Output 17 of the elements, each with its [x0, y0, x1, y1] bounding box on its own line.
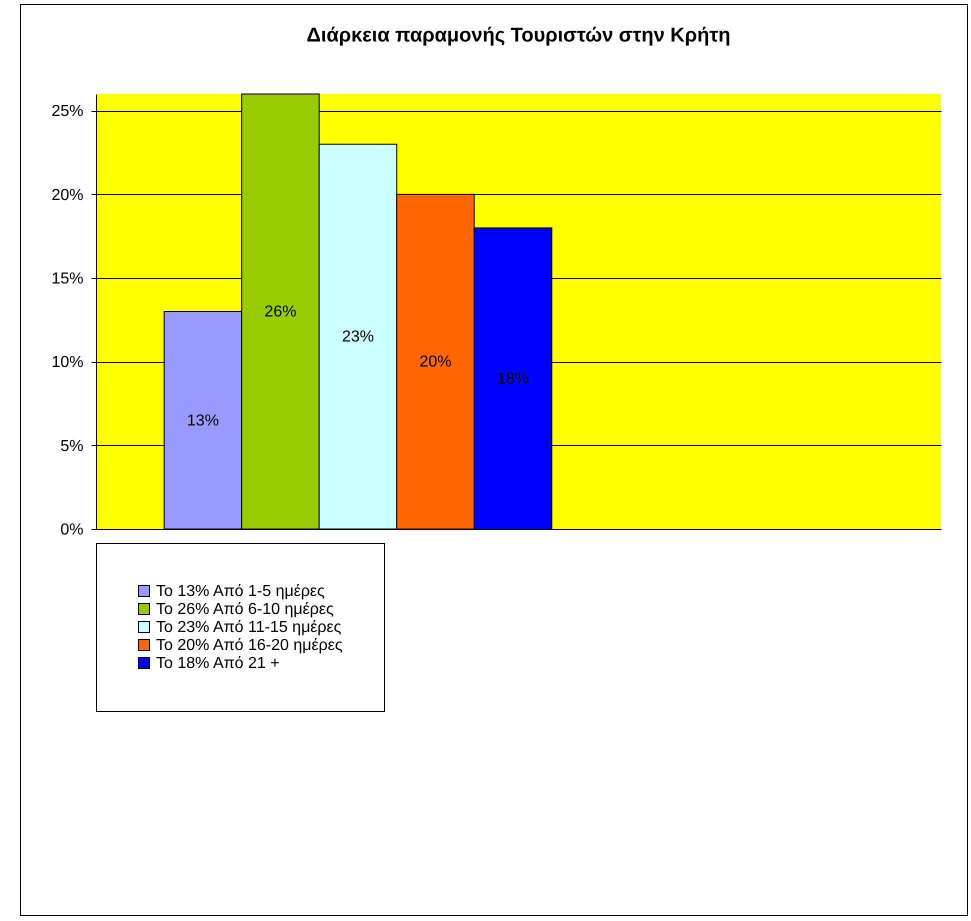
chart-title: Διάρκεια παραμονής Τουριστών στην Κρήτη	[306, 24, 730, 46]
y-tick-label: 25%	[51, 103, 84, 120]
data-label: 20%	[419, 354, 452, 371]
y-tick-label: 10%	[51, 354, 84, 372]
data-label: 18%	[496, 370, 530, 388]
data-label: 13%	[186, 412, 219, 430]
legend-label: Το 18% Από 21 +	[156, 655, 280, 672]
y-tick-label: 0%	[60, 522, 84, 538]
data-label: 23%	[342, 328, 374, 346]
legend-label: Το 23% Από 11-15 ημέρες	[156, 619, 342, 636]
legend-label: Το 26% Από 6-10 ημέρες	[156, 601, 334, 618]
y-tick-label: 20%	[51, 186, 84, 204]
y-tick-label: 5%	[60, 438, 84, 455]
y-tick-label: 15%	[51, 270, 84, 288]
legend-label: Το 20% Από 16-20 ημέρες	[156, 637, 343, 654]
legend-label: Το 13% Από 1-5 ημέρες	[156, 583, 326, 600]
data-label: 26%	[264, 304, 296, 320]
